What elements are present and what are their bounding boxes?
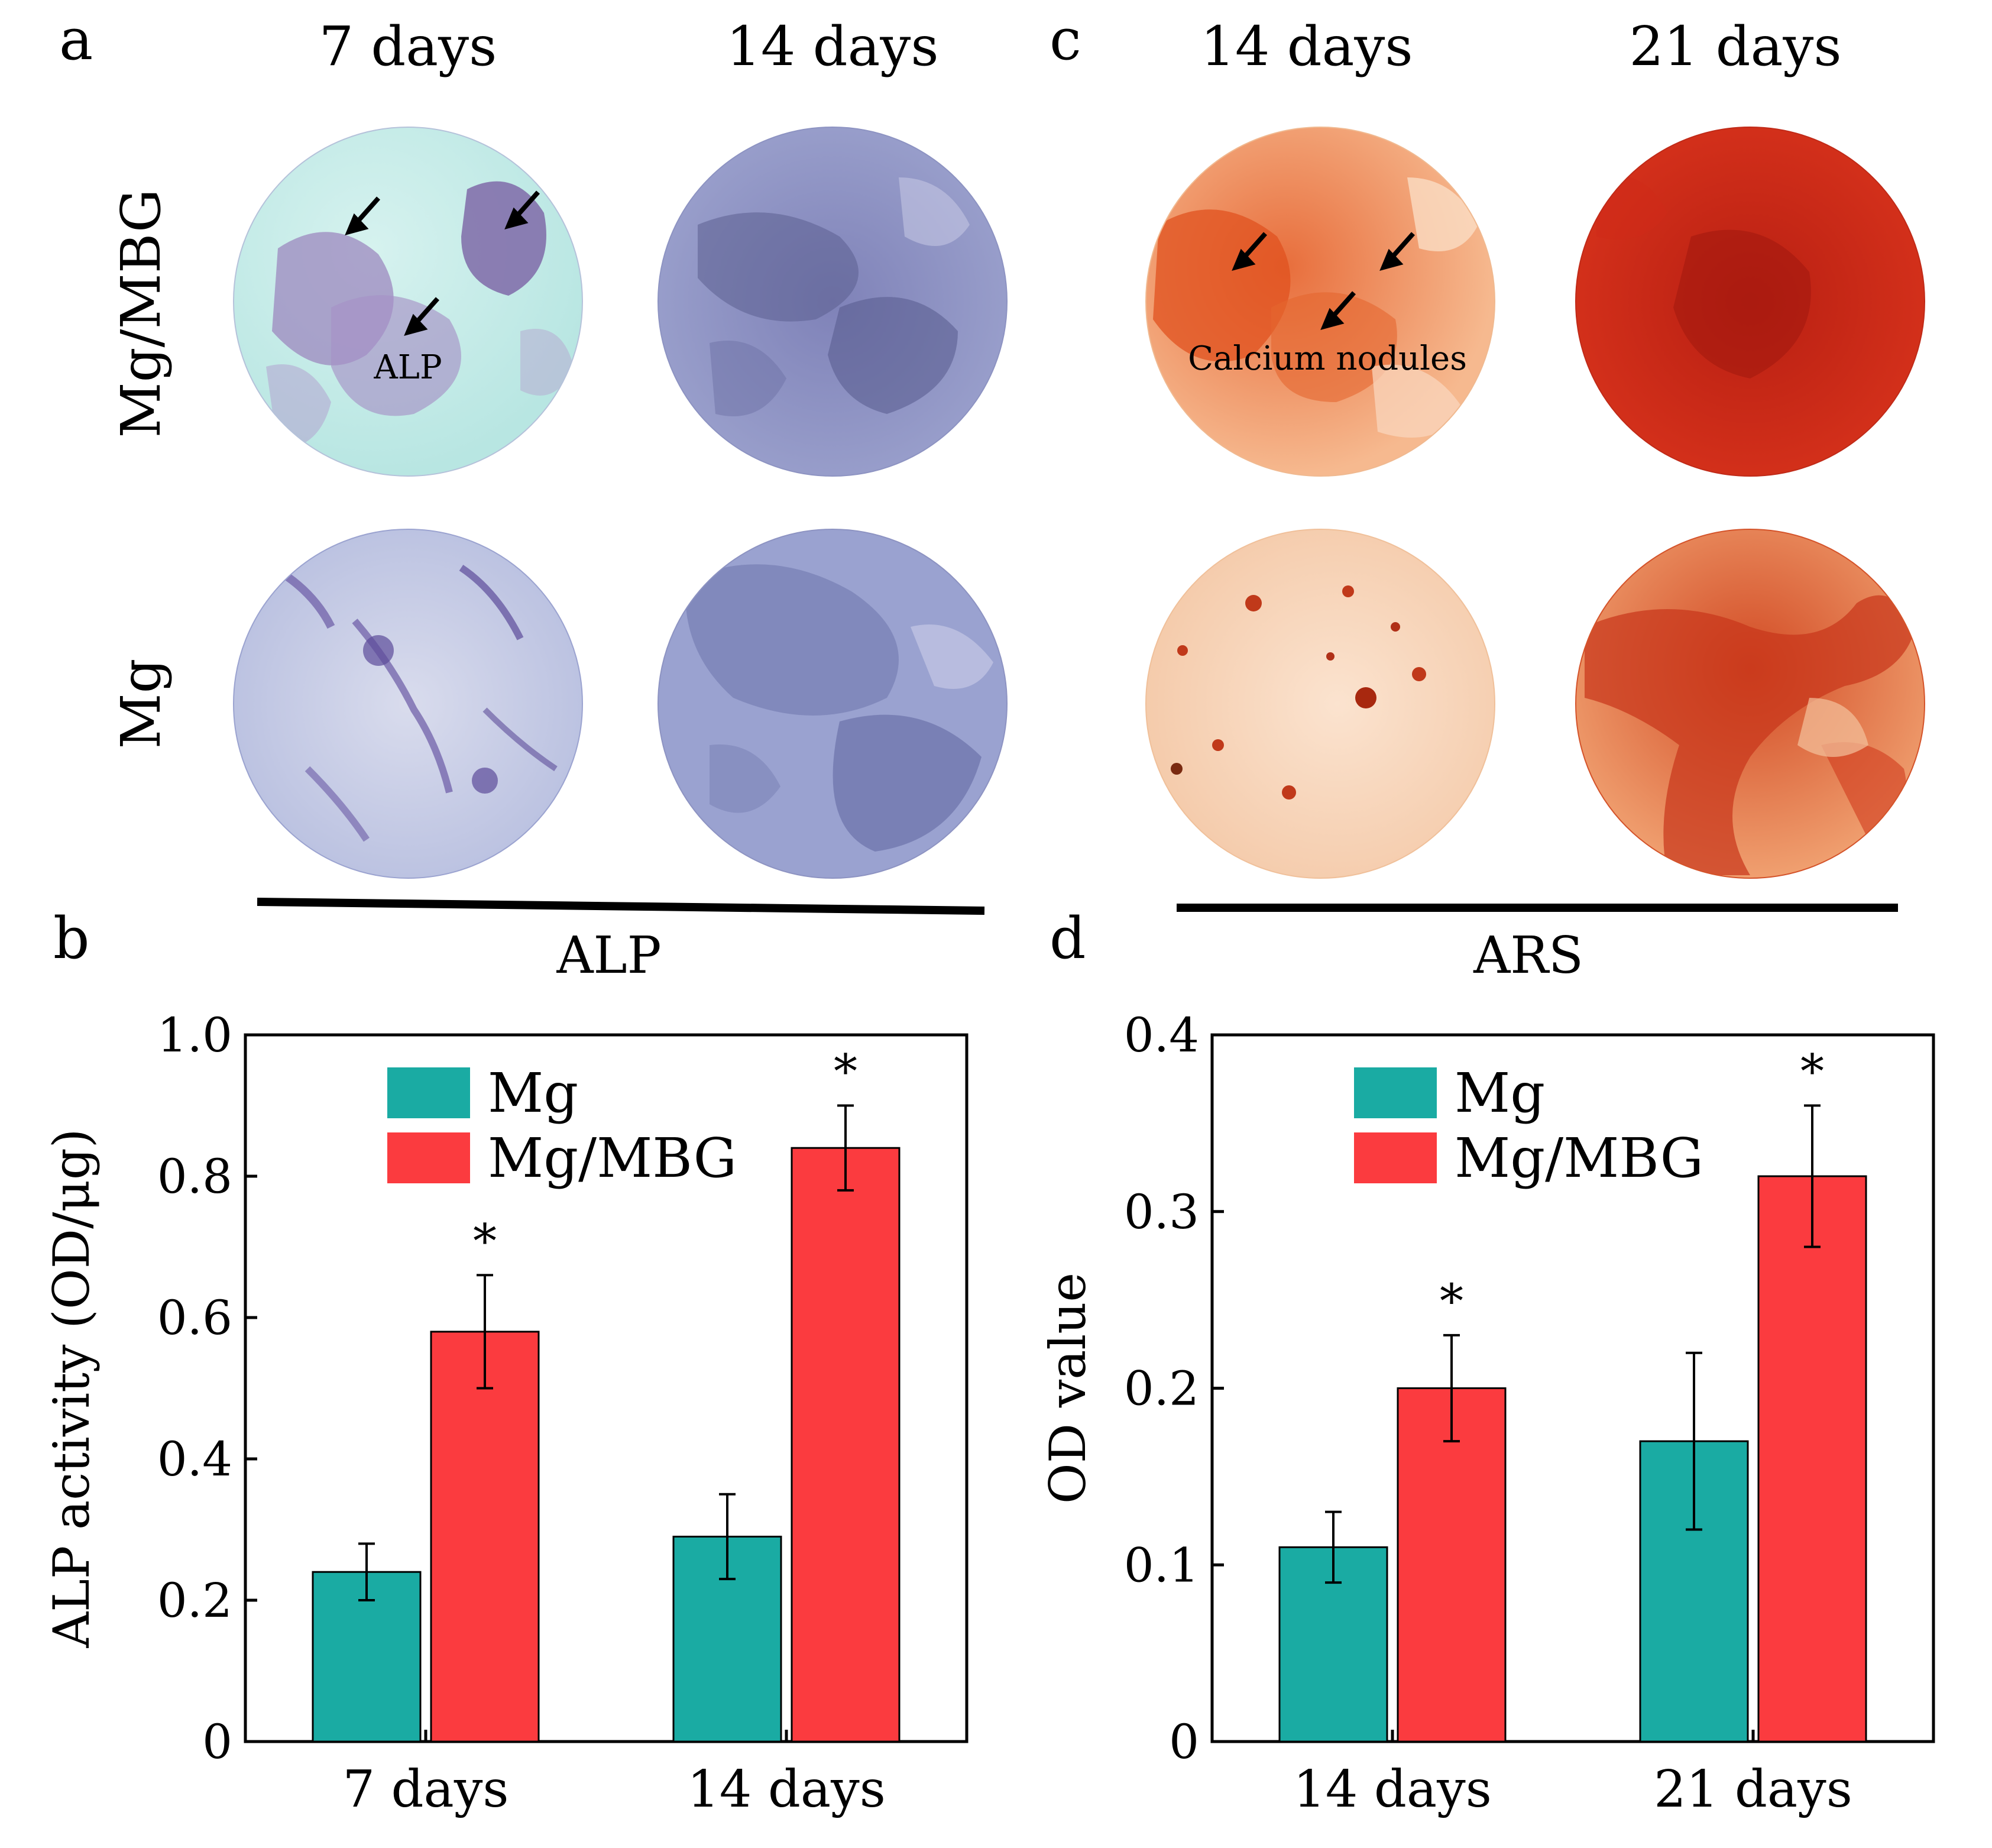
bar-mg-mbg — [791, 1147, 901, 1743]
legend-swatch-mg-mbg — [1354, 1132, 1437, 1183]
panel-a-column-title-1: 7 days — [319, 15, 497, 78]
bar-mg-mbg — [1757, 1175, 1867, 1743]
legend-label: Mg — [488, 1061, 578, 1125]
y-tick-label: 0.8 — [157, 1149, 232, 1204]
micrograph-alp-mg-14days — [658, 529, 1007, 878]
micrograph-alp-mg-7days — [234, 529, 582, 878]
panel-a-row-title-1: Mg/MBG — [109, 189, 173, 438]
significance-marker: * — [834, 1044, 857, 1099]
panel-a-annotation-alp: ALP — [373, 348, 442, 387]
y-tick-label: 0.6 — [157, 1290, 232, 1345]
panel-c-annotation-calcium-nodules: Calcium nodules — [1188, 339, 1467, 378]
plot-frame — [244, 1033, 969, 1743]
panel-c-column-title-2: 21 days — [1629, 15, 1841, 78]
y-tick-label: 0.4 — [1124, 1008, 1199, 1063]
bar-mg-mbg — [430, 1331, 540, 1743]
y-tick-label: 1.0 — [157, 1008, 232, 1063]
x-tick-label: 7 days — [342, 1760, 508, 1819]
micrograph-alp-mgmbg-7days — [234, 127, 582, 476]
arrow-marker-alp — [345, 190, 540, 336]
arrow-marker-calcium-nodule — [1232, 232, 1415, 330]
micrograph-ars-mgmbg-14days — [1146, 127, 1495, 476]
y-tick-label: 0.2 — [157, 1573, 232, 1628]
panel-a-technique-label: ALP — [556, 926, 661, 985]
x-tick-label: 21 days — [1654, 1760, 1852, 1819]
panel-letter-d: d — [1050, 905, 1086, 972]
x-tick-label: 14 days — [687, 1760, 886, 1819]
micrograph-alp-mgmbg-14days — [658, 127, 1007, 476]
micrograph-ars-mg-14days — [1146, 529, 1495, 878]
y-tick-label: 0.3 — [1124, 1184, 1199, 1239]
y-tick-label: 0 — [202, 1714, 232, 1769]
y-tick-label: 0 — [1169, 1714, 1199, 1769]
legend-label: Mg/MBG — [488, 1127, 737, 1190]
significance-marker: * — [473, 1213, 497, 1268]
y-tick-label: 0.2 — [1124, 1361, 1199, 1416]
significance-marker: * — [1440, 1274, 1463, 1329]
y-axis-label: OD value — [1039, 1273, 1097, 1504]
y-tick-label: 0.4 — [157, 1432, 232, 1487]
micrograph-ars-mgmbg-21days — [1576, 127, 1925, 476]
panel-a-technique-bar — [257, 898, 985, 915]
panel-a-row-title-2: Mg — [109, 658, 173, 749]
panel-letter-a: a — [59, 7, 93, 73]
y-axis-label: ALP activity (OD/μg) — [43, 1128, 101, 1648]
micrograph-ars-mg-21days — [1576, 529, 1925, 878]
chart-od-value: 0 0.1 0.2 0.3 0.4 OD value 14 days * 21 days * MgM… — [1039, 1008, 1935, 1819]
panel-a-column-title-2: 14 days — [726, 15, 938, 78]
bar-mg — [672, 1535, 782, 1743]
x-tick-label: 14 days — [1293, 1760, 1492, 1819]
legend-swatch-mg — [1354, 1067, 1437, 1118]
legend-label: Mg — [1455, 1061, 1545, 1125]
significance-marker: * — [1800, 1044, 1824, 1099]
panel-letter-c: c — [1050, 7, 1081, 73]
bar-mg-mbg — [1397, 1387, 1507, 1743]
chart-alp-activity: 0 0.2 0.4 0.6 0.8 1.0 ALP activity (OD/μg) 7 da… — [43, 1008, 969, 1819]
y-tick-label: 0.1 — [1124, 1538, 1199, 1593]
legend-swatch-mg-mbg — [387, 1132, 470, 1183]
panel-c-column-title-1: 14 days — [1200, 15, 1413, 78]
legend-label: Mg/MBG — [1455, 1127, 1703, 1190]
legend-swatch-mg — [387, 1067, 470, 1118]
panel-c-technique-label: ARS — [1473, 926, 1583, 985]
panel-letter-b: b — [53, 905, 89, 972]
